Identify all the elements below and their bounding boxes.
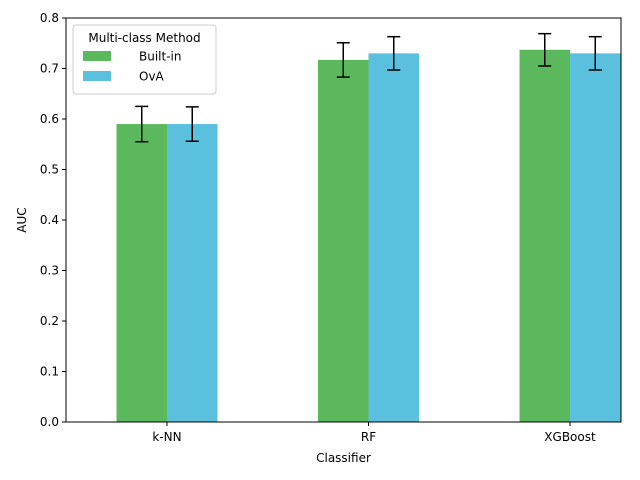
bar-built-in-rf — [318, 59, 369, 422]
error-bars-layer — [135, 32, 602, 143]
y-tick-label: 0.0 — [40, 415, 59, 429]
y-tick-label: 0.7 — [40, 62, 59, 76]
legend: Multi-class Method Built-in OvA — [72, 24, 217, 95]
bar-built-in-k-nn — [116, 124, 167, 423]
error-bar — [538, 32, 552, 67]
y-tick-label: 0.5 — [40, 163, 59, 177]
x-tick-label: k-NN — [152, 430, 181, 444]
legend-title: Multi-class Method — [88, 31, 200, 45]
legend-swatch — [83, 71, 111, 81]
error-bar — [185, 106, 199, 142]
error-bar — [588, 35, 602, 71]
bar-built-in-xgboost — [519, 49, 570, 422]
y-tick-label: 0.8 — [40, 11, 59, 25]
y-tick-label: 0.6 — [40, 112, 59, 126]
y-tick-label: 0.1 — [40, 365, 59, 379]
error-bar — [387, 35, 401, 71]
y-tick-label: 0.4 — [40, 213, 59, 227]
error-bar — [135, 105, 149, 143]
bars-layer — [116, 49, 621, 423]
y-axis-label: AUC — [15, 207, 29, 232]
y-tick-label: 0.3 — [40, 264, 59, 278]
x-axis-label: Classifier — [316, 451, 371, 465]
y-axis: 0.0 0.1 0.2 0.3 0.4 0.5 0.6 0.7 0.8 — [40, 11, 66, 429]
legend-label: OvA — [139, 70, 165, 84]
bar-ova-rf — [368, 53, 419, 422]
legend-label: Built-in — [139, 50, 181, 64]
x-tick-label: RF — [361, 430, 376, 444]
error-bar — [336, 41, 350, 78]
legend-entries: Built-in OvA — [83, 50, 181, 84]
bar-ova-xgboost — [570, 53, 621, 422]
x-axis: k-NN RF XGBoost — [152, 422, 596, 444]
x-tick-label: XGBoost — [544, 430, 596, 444]
bar-ova-k-nn — [167, 124, 218, 423]
legend-swatch — [83, 51, 111, 61]
y-tick-label: 0.2 — [40, 314, 59, 328]
